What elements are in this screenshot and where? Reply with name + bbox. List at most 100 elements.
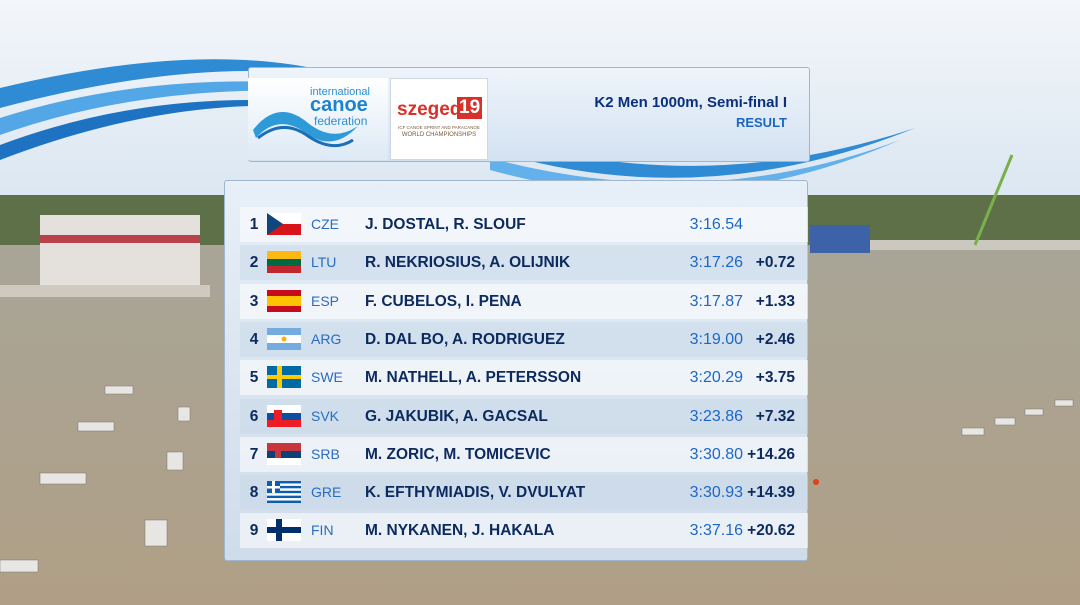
crew-names: G. JAKUBIK, A. GACSAL	[365, 407, 548, 425]
country-code: LTU	[311, 254, 337, 271]
flag	[267, 519, 301, 542]
time-gap: +14.39	[747, 484, 795, 502]
crew-names: D. DAL BO, A. RODRIGUEZ	[365, 330, 565, 348]
result-row: 4 ARG D. DAL BO, A. RODRIGUEZ 3:19.00 +2.46	[240, 321, 808, 357]
flag-part	[267, 485, 301, 489]
flag-part	[267, 375, 301, 380]
result-label: RESULT	[735, 115, 787, 130]
finish-time: 3:30.93	[689, 484, 743, 502]
rank: 1	[249, 216, 259, 233]
rank: 3	[249, 292, 259, 310]
flag-part	[267, 224, 301, 235]
event-name: szeged	[397, 99, 462, 120]
event-text: WORLD CHAMPIONSHIPS	[401, 132, 477, 138]
rank: 7	[249, 445, 259, 463]
icf-text: international	[310, 86, 370, 98]
crew-names: R. NEKRIOSIUS, A. OLIJNIK	[365, 254, 571, 272]
crew-names: J. DOSTAL, R. SLOUF	[365, 216, 526, 233]
flag-part	[267, 295, 301, 306]
szeged-logo: szeged 19 ICF CANOE SPRINT AND PARACANOE…	[390, 78, 488, 160]
crew-names: F. CUBELOS, I. PENA	[365, 292, 522, 310]
time-gap: +0.72	[755, 254, 795, 272]
finish-time: 3:19.00	[689, 330, 743, 348]
country-code: SVK	[311, 407, 340, 424]
flag	[267, 213, 301, 235]
flag-part	[267, 527, 301, 534]
flag	[267, 404, 301, 427]
flag-part	[267, 457, 301, 465]
rank: 5	[249, 369, 259, 387]
flag-part	[267, 259, 301, 267]
time-gap: +20.62	[747, 522, 795, 540]
icf-text: federation	[314, 114, 368, 128]
flag	[267, 442, 301, 465]
rank: 4	[249, 330, 259, 348]
flag-part	[267, 213, 301, 224]
event-text: ICF CANOE SPRINT AND PARACANOE	[398, 125, 480, 130]
rank: 9	[249, 522, 259, 540]
results-table: 1 CZE J. DOSTAL, R. SLOUF 3:16.54 2 LTU R. NEK…	[224, 180, 808, 561]
result-row: 9 FIN M. NYKANEN, J. HAKALA 3:37.16 +20.62	[240, 513, 808, 549]
finish-time: 3:30.80	[689, 445, 743, 463]
crew-names: K. EFTHYMIADIS, V. DVULYAT	[365, 484, 586, 502]
flag-part	[267, 486, 280, 489]
rank: 8	[249, 484, 259, 502]
icf-wave	[253, 112, 358, 148]
result-row: 3 ESP F. CUBELOS, I. PENA 3:17.87 +1.33	[240, 283, 808, 319]
flag-part	[267, 450, 301, 458]
flag-part	[274, 409, 282, 421]
icf-text: canoe	[310, 94, 368, 116]
finish-time: 3:20.29	[689, 369, 743, 387]
flag	[267, 366, 301, 389]
flag-part	[267, 404, 301, 413]
country-code: ESP	[311, 292, 340, 309]
country-code: SRB	[311, 445, 340, 462]
rank: 6	[249, 407, 259, 425]
finish-time: 3:23.86	[689, 407, 743, 425]
flag-part	[267, 493, 301, 496]
result-row: 8 GRE K. EFTHYMIADIS, V. DVULYAT 3:30.93 +14…	[240, 475, 808, 511]
flag-part	[267, 266, 301, 274]
country-code: ARG	[311, 330, 342, 347]
time-gap: +3.75	[755, 369, 795, 387]
country-code: FIN	[311, 522, 334, 539]
flag-part	[267, 213, 283, 235]
finish-time: 3:17.26	[689, 254, 743, 272]
country-code: SWE	[311, 369, 343, 386]
flag-part	[267, 500, 301, 504]
flag	[267, 289, 301, 312]
flag-part	[267, 481, 301, 484]
result-row: 7 SRB M. ZORIC, M. TOMICEVIC 3:30.80 +14.26	[240, 436, 808, 472]
country-code: GRE	[311, 484, 342, 501]
flag-part	[267, 495, 301, 499]
crew-names: M. NATHELL, A. PETERSSON	[365, 369, 582, 387]
time-gap: +7.32	[755, 407, 795, 425]
time-gap: +2.46	[755, 330, 795, 348]
result-row: 6 SVK G. JAKUBIK, A. GACSAL 3:23.86 +7.32	[240, 398, 808, 434]
flag-part	[267, 419, 301, 427]
flag	[267, 481, 301, 504]
flag-part	[267, 442, 301, 451]
result-row: 2 LTU R. NEKRIOSIUS, A. OLIJNIK 3:17.26 +0.7…	[240, 245, 808, 281]
race-title: K2 Men 1000m, Semi-final I	[594, 94, 787, 111]
event-year: 19	[457, 97, 483, 119]
flag-part	[267, 251, 301, 260]
result-row: 1 CZE J. DOSTAL, R. SLOUF 3:16.54	[240, 207, 808, 242]
crew-names: M. ZORIC, M. TOMICEVIC	[365, 445, 551, 463]
country-code: CZE	[311, 216, 339, 232]
flag	[267, 251, 301, 274]
crew-names: M. NYKANEN, J. HAKALA	[365, 522, 555, 540]
result-row: 5 SWE M. NATHELL, A. PETERSSON 3:20.29 +3.75	[240, 360, 808, 396]
flag	[267, 327, 301, 350]
finish-time: 3:37.16	[689, 522, 743, 540]
flag-part	[267, 412, 301, 420]
icf-logo: international canoe federation	[248, 78, 388, 160]
flag-part	[267, 483, 301, 487]
finish-time: 3:17.87	[689, 292, 743, 310]
time-gap: +14.26	[747, 445, 795, 463]
rank: 2	[249, 254, 259, 272]
flag-part	[267, 488, 301, 491]
flag-part	[267, 490, 301, 494]
flag-part	[275, 447, 281, 458]
